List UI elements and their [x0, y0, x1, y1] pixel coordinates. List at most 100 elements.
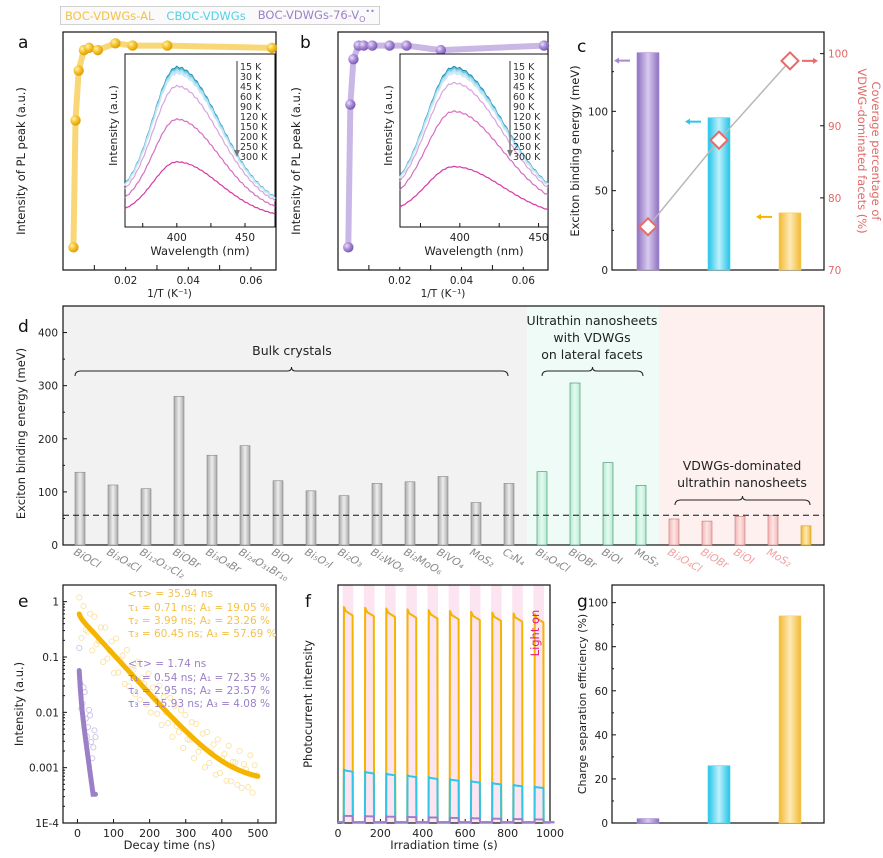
fit-curve-1 — [76, 668, 98, 797]
y-tick-label: 100 — [588, 598, 608, 610]
raw-data-point — [87, 610, 94, 617]
bar-Bi₂MoO₆ — [404, 481, 416, 546]
data-point — [162, 40, 173, 51]
raw-data-point — [136, 696, 143, 703]
raw-data-point — [249, 789, 256, 796]
raw-data-point — [108, 638, 115, 645]
data-point — [266, 42, 278, 54]
group-label-lateral-facets: on lateral facets — [541, 347, 643, 362]
legend-entry-label: BOC-VDWGs-76-V — [257, 7, 360, 22]
x-tick-label: BiOI — [732, 546, 757, 567]
y-tick-label: 100 — [588, 106, 608, 118]
y-tick-label: 0 — [601, 265, 608, 277]
panel-b: 0.02 0.04 0.06 1/T (K⁻¹) Intensity of PL pea… — [289, 31, 550, 300]
inset-x-axis-label: Wavelength (nm) — [150, 244, 249, 258]
raw-data-point — [143, 701, 150, 708]
y-axis-label: Charge separation efficiency (%) — [576, 614, 589, 794]
raw-data-point — [247, 752, 254, 759]
raw-data-point — [234, 781, 241, 788]
raw-data-point — [158, 721, 165, 728]
lifetime-parameter-label: τ₁ = 0.54 ns; A₁ = 72.35 % — [128, 672, 270, 684]
raw-data-point — [145, 670, 152, 677]
panel-e: 0 100 200 300 400 500 1E-4 0.001 0.01 0.1 1 Decay t… — [12, 584, 277, 852]
y-tick-label: 0.01 — [36, 707, 59, 719]
temperature-label: 45 K — [513, 82, 535, 93]
x-tick-label: 1000 — [536, 827, 564, 840]
inset-x-tick-label: 400 — [450, 232, 470, 244]
y-tick-label: 100 — [38, 487, 58, 499]
panel-letter-c: c — [577, 37, 586, 57]
data-point — [73, 65, 84, 76]
brace-vdwgs-dominated — [674, 495, 811, 506]
bar-BiOBr — [569, 382, 581, 546]
x-tick-label: C₃N₄ — [501, 546, 528, 569]
x-tick-label: 400 — [412, 827, 433, 840]
raw-data-point — [85, 706, 93, 714]
temperature-label: 150 K — [513, 122, 541, 133]
data-point — [345, 99, 356, 110]
bar-BiVO₄ — [437, 476, 449, 546]
raw-data-point — [92, 734, 99, 741]
x-axis-label: 1/T (K⁻¹) — [421, 288, 466, 300]
y-tick-label: 50 — [595, 186, 608, 198]
y2-axis-label: Coverage percentage of — [869, 82, 883, 222]
plot-frame — [62, 31, 277, 271]
light-on-band — [512, 585, 523, 823]
legend-entry-boc-vdwgs-76-vo: BOC-VDWGs-76-VO•• — [258, 7, 375, 24]
data-point — [401, 40, 412, 51]
x-tick-label: 0.06 — [239, 275, 263, 287]
temperature-label: 60 K — [240, 92, 262, 103]
photocurrent-curve — [337, 814, 555, 824]
y-axis-label: Intensity of PL peak (a.u.) — [289, 87, 303, 235]
avg-lifetime-label: <τ> = 35.94 ns — [128, 588, 213, 600]
temperature-label: 300 K — [240, 152, 268, 163]
legend-entry-superscript: •• — [365, 6, 375, 16]
lifetime-parameter-label: τ₃ = 60.45 ns; A₃ = 57.69 % — [128, 628, 277, 640]
raw-data-point — [165, 720, 172, 727]
light-on-band — [406, 585, 417, 823]
raw-data-point — [223, 777, 230, 784]
raw-data-point — [182, 712, 189, 719]
lifetime-parameter-label: τ₂ = 2.95 ns; A₂ = 23.57 % — [128, 685, 270, 697]
spectrum-200k — [124, 84, 276, 202]
raw-data-point — [156, 682, 163, 689]
y-axis-label: Photocurrent intensity — [301, 640, 315, 768]
x-tick-label: 300 — [175, 827, 196, 840]
inset-pl-spectra: 400 450 Wavelength (nm) Intensity (a.u.) 15 … — [382, 53, 549, 258]
y2-axis-label: VDWG-dominated facets (%) — [855, 68, 869, 233]
temperature-label: 30 K — [513, 72, 535, 83]
panel-letter-g: g — [577, 592, 588, 612]
data-point — [384, 40, 395, 51]
x-tick-label: MoS₂ — [468, 546, 498, 570]
x-tick-label: 400 — [211, 827, 232, 840]
light-on-band — [342, 585, 354, 823]
y2-tick-label: 70 — [828, 265, 841, 277]
light-on-band — [533, 585, 545, 823]
data-point — [127, 40, 138, 51]
panel-f: 0 200 400 600 800 1000 Irradiation time (s) Pho… — [301, 584, 564, 852]
bar-boc-vdwgs-al — [800, 525, 812, 546]
x-tick-label: 200 — [139, 827, 160, 840]
x-tick-label: Bi₂WO₆ — [369, 546, 407, 575]
group-label-vdwgs-dominated: ultrathin nanosheets — [677, 475, 807, 490]
bar-MoS₂ — [470, 502, 482, 546]
raw-data-point — [104, 655, 111, 662]
bar-1 — [707, 117, 731, 271]
x-tick-label: 200 — [370, 827, 391, 840]
panel-c: 0 50 100 70 80 90 100 Exciton binding energy (m… — [568, 31, 883, 277]
raw-data-point — [227, 778, 234, 785]
bar-Bi₅O₇I — [305, 490, 317, 546]
raw-data-point — [97, 624, 104, 631]
bar-Bi₃O₄Cl — [668, 518, 680, 546]
temperature-label: 120 K — [513, 112, 541, 123]
y-tick-label: 1 — [52, 597, 59, 609]
temperature-label: 120 K — [240, 112, 268, 123]
y-tick-label: 80 — [595, 642, 608, 654]
raw-data-point — [169, 733, 176, 740]
bar-0 — [636, 818, 660, 824]
y-axis-label: Exciton binding energy (meV) — [568, 65, 582, 236]
panel-letter-b: b — [300, 33, 311, 53]
bar-Bi₂₄O₃₁Br₁₀ — [239, 445, 251, 546]
fit-curve-0 — [76, 611, 261, 779]
x-tick-label: Bi₂O₃ — [336, 546, 365, 570]
